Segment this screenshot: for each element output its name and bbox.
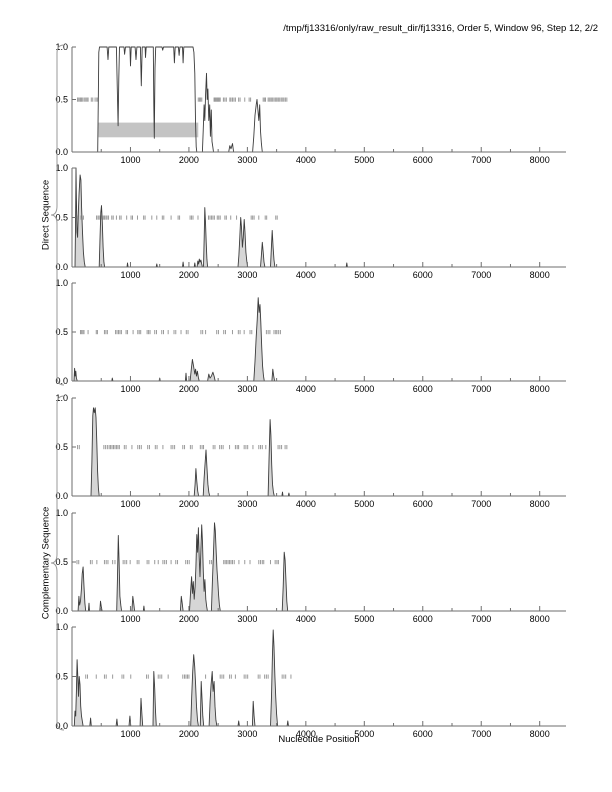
x-tick-label: 1000 — [120, 155, 140, 165]
x-tick-label: 7000 — [471, 614, 491, 624]
y-tick-label: 0.5 — [55, 557, 68, 567]
x-tick-label: 1000 — [120, 384, 140, 394]
probability-curve — [72, 522, 566, 612]
panel-direct-frame-1: 1000 2000 3000 4000 5000 6000 7000 8000 0.0 0.5 1.… — [55, 42, 566, 165]
x-tick-label: 5000 — [354, 499, 374, 509]
y-tick-label: 0.5 — [55, 95, 68, 105]
panel-complementary-frame-1: 1000 2000 3000 4000 5000 6000 7000 8000 0.0 0.5 1.… — [55, 393, 566, 509]
x-tick-label: 8000 — [530, 270, 550, 280]
y-tick-label: 1.0 — [55, 42, 68, 52]
x-tick-label: 2000 — [179, 499, 199, 509]
x-tick-label: 1000 — [120, 270, 140, 280]
y-tick-label: 1.0 — [55, 622, 68, 632]
x-tick-label: 6000 — [413, 270, 433, 280]
x-tick-label: 4000 — [296, 614, 316, 624]
y-tick-label: 0.5 — [55, 213, 68, 223]
x-tick-label: 7000 — [471, 384, 491, 394]
x-tick-label: 2000 — [179, 729, 199, 739]
highlight-region — [98, 122, 199, 138]
x-tick-label: 5000 — [354, 270, 374, 280]
y-tick-label: 0.5 — [55, 672, 68, 682]
y-tick-label: 1.0 — [55, 393, 68, 403]
x-tick-label: 8000 — [530, 155, 550, 165]
panel-complementary-frame-3: 1000 2000 3000 4000 5000 6000 7000 8000 0.0 0.5 1.… — [55, 622, 566, 739]
x-tick-label: 6000 — [413, 155, 433, 165]
x-tick-label: 3000 — [237, 499, 257, 509]
x-tick-label: 8000 — [530, 729, 550, 739]
x-tick-label: 1000 — [120, 614, 140, 624]
x-tick-label: 1000 — [120, 729, 140, 739]
y-tick-label: 0.5 — [55, 442, 68, 452]
x-tick-label: 6000 — [413, 614, 433, 624]
x-tick-label: 5000 — [354, 384, 374, 394]
probability-curve — [72, 407, 566, 497]
x-tick-label: 7000 — [471, 155, 491, 165]
y-tick-label: 0.0 — [55, 262, 68, 272]
x-axis-label: Nucleotide Position — [278, 734, 360, 745]
x-tick-label: 4000 — [296, 499, 316, 509]
x-tick-label: 4000 — [296, 729, 316, 739]
y-tick-label: 0.0 — [55, 721, 68, 731]
y-tick-label: 0.5 — [55, 327, 68, 337]
panel-complementary-frame-2: 1000 2000 3000 4000 5000 6000 7000 8000 0.0 0.5 1.… — [55, 508, 566, 624]
x-tick-label: 3000 — [237, 614, 257, 624]
y-tick-label: 1.0 — [55, 278, 68, 288]
x-tick-label: 2000 — [179, 270, 199, 280]
x-tick-label: 5000 — [354, 155, 374, 165]
x-tick-label: 6000 — [413, 499, 433, 509]
probability-curve — [72, 167, 566, 268]
y-tick-label: 0.0 — [55, 376, 68, 386]
x-tick-label: 4000 — [296, 270, 316, 280]
y-tick-label: 0.0 — [55, 491, 68, 501]
x-tick-label: 7000 — [471, 270, 491, 280]
x-tick-label: 3000 — [237, 729, 257, 739]
x-tick-label: 7000 — [471, 499, 491, 509]
probability-curve — [72, 46, 566, 153]
panel-direct-frame-2: 1000 2000 3000 4000 5000 6000 7000 8000 0.0 0.5 1.… — [55, 163, 566, 280]
x-tick-label: 8000 — [530, 614, 550, 624]
x-tick-label: 5000 — [354, 614, 374, 624]
x-tick-label: 3000 — [237, 384, 257, 394]
x-tick-label: 4000 — [296, 384, 316, 394]
probability-curve — [72, 297, 566, 382]
y-tick-label: 1.0 — [55, 163, 68, 173]
x-tick-label: 6000 — [413, 384, 433, 394]
plot-title: /tmp/fj13316/only/raw_result_dir/fj13316… — [283, 23, 598, 34]
x-tick-label: 3000 — [237, 270, 257, 280]
direct-sequence-brace — [50, 44, 65, 386]
x-tick-label: 2000 — [179, 155, 199, 165]
x-tick-label: 4000 — [296, 155, 316, 165]
x-tick-label: 1000 — [120, 499, 140, 509]
x-tick-label: 7000 — [471, 729, 491, 739]
y-tick-label: 0.0 — [55, 606, 68, 616]
complementary-sequence-brace — [50, 395, 65, 731]
x-tick-label: 8000 — [530, 499, 550, 509]
x-tick-label: 6000 — [413, 729, 433, 739]
y-tick-label: 0.0 — [55, 147, 68, 157]
x-tick-label: 3000 — [237, 155, 257, 165]
x-tick-label: 2000 — [179, 384, 199, 394]
x-tick-label: 2000 — [179, 614, 199, 624]
y-tick-label: 1.0 — [55, 508, 68, 518]
x-tick-label: 8000 — [530, 384, 550, 394]
x-tick-label: 5000 — [354, 729, 374, 739]
panel-direct-frame-3: 1000 2000 3000 4000 5000 6000 7000 8000 0.0 0.5 1.… — [55, 278, 566, 394]
